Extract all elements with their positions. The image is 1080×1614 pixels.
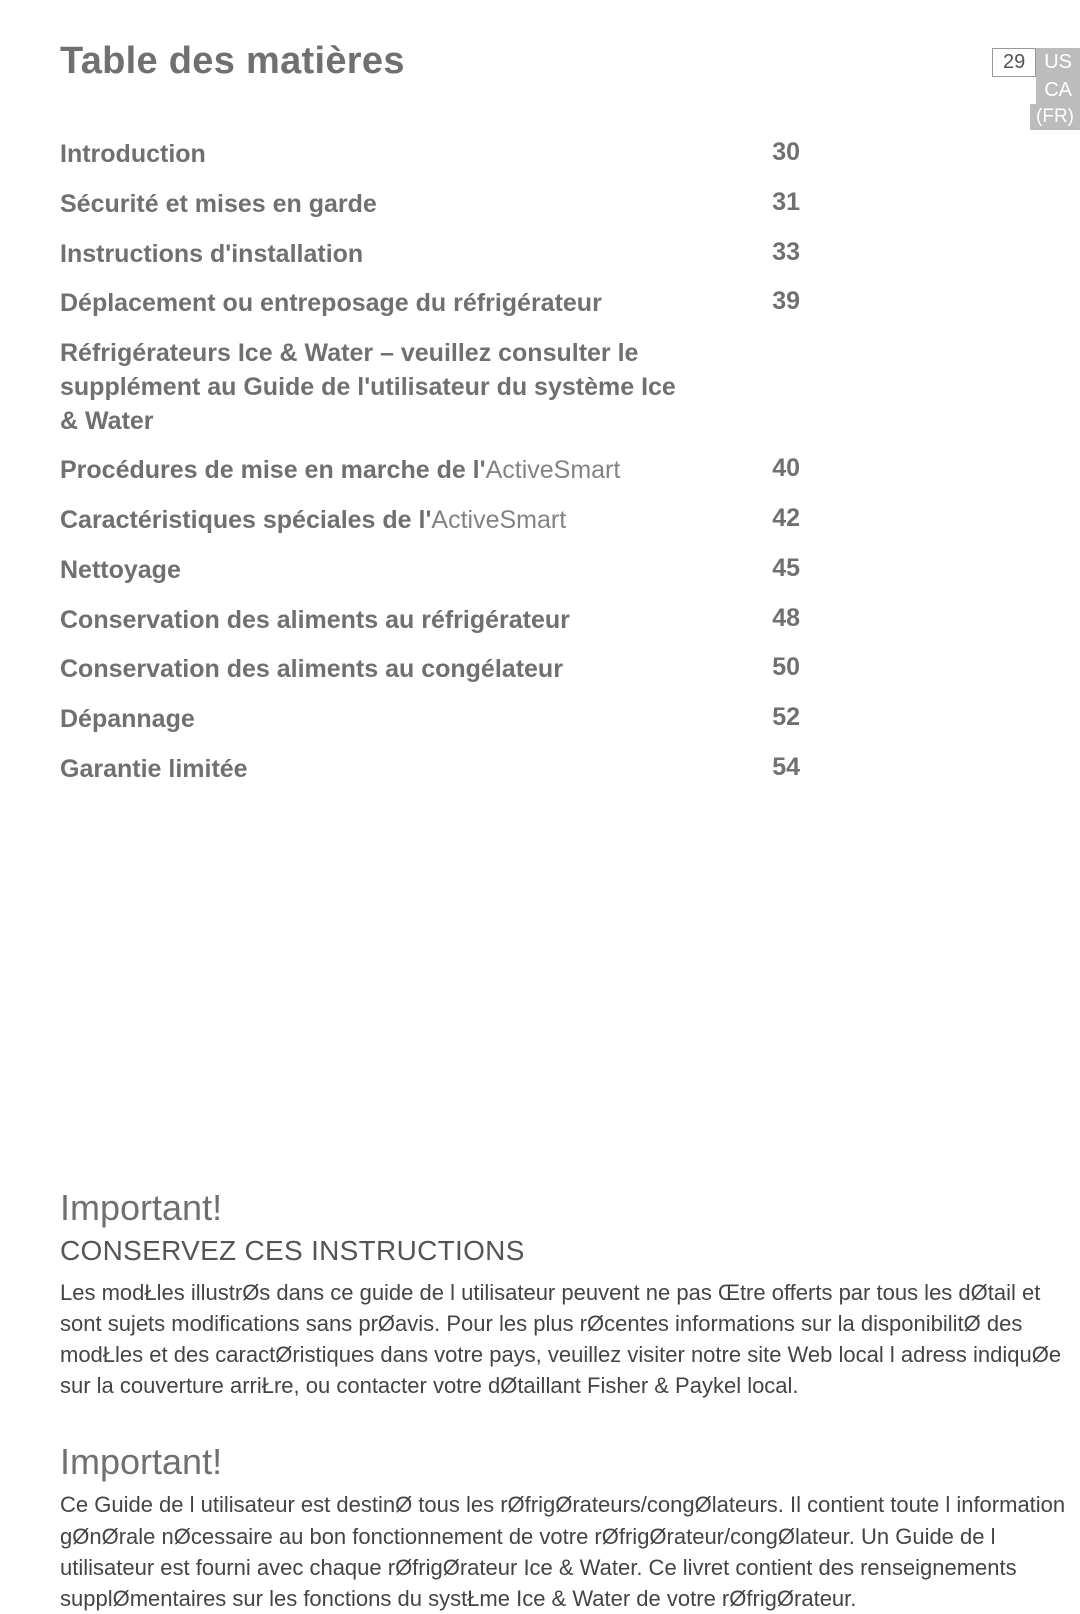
table-of-contents: Introduction 30 Sécurité et mises en gar… xyxy=(60,138,800,787)
toc-label: Dépannage xyxy=(60,703,195,737)
page-title: Table des matières xyxy=(60,40,1080,83)
lang-fr: (FR) xyxy=(1030,104,1080,130)
page-badge: 29 US CA (FR) xyxy=(992,48,1080,130)
toc-page: 42 xyxy=(772,504,800,533)
toc-page: 30 xyxy=(772,138,800,167)
important-body: Ce Guide de l utilisateur est destinØ to… xyxy=(60,1489,1080,1614)
toc-label: Conservation des aliments au réfrigérate… xyxy=(60,604,570,638)
lang-us: US xyxy=(1036,48,1080,77)
toc-page: 40 xyxy=(772,454,800,483)
toc-row: Procédures de mise en marche de l'Active… xyxy=(60,454,800,488)
important-body: Les modŁles illustrØs dans ce guide de l… xyxy=(60,1277,1080,1402)
important-heading: Important! xyxy=(60,1187,1080,1229)
toc-page: 31 xyxy=(772,188,800,217)
toc-label: Instructions d'installation xyxy=(60,238,363,272)
toc-label: Garantie limitée xyxy=(60,753,248,787)
lang-ca: CA xyxy=(1036,77,1080,104)
important-heading: Important! xyxy=(60,1441,1080,1483)
toc-page: 48 xyxy=(772,604,800,633)
toc-label: Procédures de mise en marche de l'Active… xyxy=(60,454,620,488)
important-subheading: CONSERVEZ CES INSTRUCTIONS xyxy=(60,1235,1080,1267)
toc-row: Instructions d'installation 33 xyxy=(60,238,800,272)
toc-row: Réfrigérateurs Ice & Water – veuillez co… xyxy=(60,337,800,438)
toc-row: Nettoyage 45 xyxy=(60,554,800,588)
toc-row: Introduction 30 xyxy=(60,138,800,172)
important-block-2: Important! Ce Guide de l utilisateur est… xyxy=(60,1441,1080,1614)
toc-label: Caractéristiques spéciales de l'ActiveSm… xyxy=(60,504,566,538)
toc-label: Réfrigérateurs Ice & Water – veuillez co… xyxy=(60,337,700,438)
toc-page: 52 xyxy=(772,703,800,732)
toc-row: Dépannage 52 xyxy=(60,703,800,737)
toc-label: Nettoyage xyxy=(60,554,181,588)
toc-label: Introduction xyxy=(60,138,206,172)
toc-page: 54 xyxy=(772,753,800,782)
toc-page: 39 xyxy=(772,287,800,316)
toc-label: Conservation des aliments au congélateur xyxy=(60,653,563,687)
toc-row: Garantie limitée 54 xyxy=(60,753,800,787)
toc-label: Sécurité et mises en garde xyxy=(60,188,377,222)
toc-row: Caractéristiques spéciales de l'ActiveSm… xyxy=(60,504,800,538)
toc-label: Déplacement ou entreposage du réfrigérat… xyxy=(60,287,602,321)
toc-row: Sécurité et mises en garde 31 xyxy=(60,188,800,222)
toc-row: Conservation des aliments au congélateur… xyxy=(60,653,800,687)
page-content: Table des matières Introduction 30 Sécur… xyxy=(0,0,1080,1614)
toc-page: 33 xyxy=(772,238,800,267)
toc-page: 50 xyxy=(772,653,800,682)
toc-row: Déplacement ou entreposage du réfrigérat… xyxy=(60,287,800,321)
page-number: 29 xyxy=(992,48,1036,77)
important-block-1: Important! CONSERVEZ CES INSTRUCTIONS Le… xyxy=(60,1187,1080,1402)
toc-row: Conservation des aliments au réfrigérate… xyxy=(60,604,800,638)
toc-page: 45 xyxy=(772,554,800,583)
